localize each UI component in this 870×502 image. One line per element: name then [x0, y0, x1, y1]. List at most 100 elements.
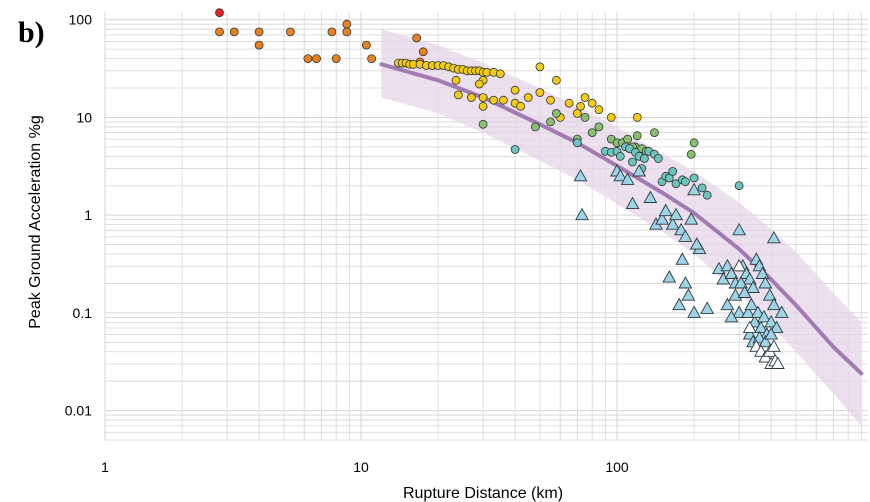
data-triangle-blue	[774, 305, 789, 318]
data-triangle-blue	[678, 229, 693, 242]
data-triangle-blue	[575, 207, 589, 221]
data-point-yellow	[478, 101, 488, 111]
data-triangle-blue	[769, 320, 784, 334]
x-tick-label: 1	[101, 459, 109, 475]
data-triangle-blue	[766, 297, 781, 311]
data-points	[215, 8, 789, 369]
data-triangle-blue	[632, 164, 647, 177]
data-triangle-blue	[732, 222, 747, 236]
data-point-green	[546, 117, 555, 127]
data-triangle-blue	[720, 258, 735, 272]
data-point-yellow	[466, 93, 476, 102]
data-triangle-blue	[687, 305, 701, 318]
data-point-yellow	[546, 95, 555, 105]
data-point-green	[689, 138, 699, 148]
data-triangle-blue	[737, 285, 752, 298]
data-point-orange	[254, 40, 264, 50]
data-point-orange	[215, 27, 224, 37]
uncertainty-band	[381, 29, 862, 426]
data-triangle-blue	[672, 297, 687, 311]
data-point-yellow	[510, 85, 520, 95]
data-point-yellow	[564, 98, 574, 108]
data-triangle-blue	[573, 168, 588, 182]
data-point-green	[587, 128, 597, 138]
data-point-yellow	[572, 109, 582, 118]
data-point-yellow	[489, 95, 499, 105]
data-triangle-blue	[750, 305, 765, 318]
data-point-teal	[689, 173, 699, 183]
y-tick-label: 0.01	[65, 403, 92, 419]
y-tick-label: 1	[84, 207, 92, 223]
data-point-orange	[285, 27, 295, 37]
data-point-red	[215, 8, 224, 18]
data-point-yellow	[523, 93, 533, 102]
data-point-green	[478, 119, 488, 129]
data-triangle-blue	[643, 190, 658, 203]
data-triangle-blue	[732, 305, 747, 318]
x-tick-label: 100	[605, 459, 629, 475]
data-point-orange	[361, 40, 371, 50]
data-point-yellow	[495, 69, 505, 79]
data-point-yellow	[587, 98, 597, 108]
data-triangle-blue	[700, 301, 715, 314]
y-tick-label: 100	[69, 12, 93, 28]
confidence-band	[381, 29, 862, 426]
data-triangle-blue	[724, 266, 739, 279]
data-point-green	[686, 149, 696, 159]
data-point-green	[650, 128, 659, 138]
data-triangle-blue	[764, 314, 779, 328]
data-point-orange	[303, 54, 313, 63]
data-point-orange	[254, 27, 264, 37]
data-triangle-white	[766, 339, 781, 352]
data-point-yellow	[478, 93, 488, 102]
data-triangle-blue	[754, 320, 768, 334]
data-triangle-blue	[620, 172, 635, 185]
data-triangle-blue	[720, 297, 735, 311]
data-point-yellow	[535, 88, 545, 97]
data-point-orange	[418, 47, 428, 57]
data-triangle-blue	[613, 168, 628, 182]
data-point-yellow	[474, 79, 484, 89]
data-triangle-white	[742, 320, 757, 334]
data-point-yellow	[535, 62, 545, 72]
data-point-orange	[327, 27, 337, 37]
data-point-orange	[342, 19, 352, 29]
data-triangle-blue	[684, 212, 699, 225]
data-triangle-blue	[675, 252, 690, 265]
data-triangle-blue	[669, 207, 683, 221]
data-point-teal	[671, 179, 681, 189]
x-axis-title: Rupture Distance (km)	[403, 485, 563, 502]
data-triangle-blue	[741, 305, 755, 318]
data-triangle-blue	[734, 276, 748, 289]
data-triangle-blue	[665, 217, 680, 230]
data-point-teal	[572, 138, 582, 148]
data-point-yellow	[498, 95, 508, 105]
data-triangle-blue	[766, 230, 781, 244]
data-triangle-blue	[678, 276, 693, 289]
y-tick-label: 0.1	[73, 305, 93, 321]
panel-label: b)	[18, 16, 45, 49]
data-point-green	[531, 122, 540, 132]
data-point-yellow	[451, 75, 461, 85]
data-point-yellow	[606, 113, 616, 122]
data-point-green	[623, 134, 632, 144]
y-tick-labels: 100 10 1 0.1 0.01	[65, 12, 92, 419]
data-point-yellow	[580, 93, 590, 102]
data-triangle-blue	[744, 297, 759, 311]
data-point-yellow	[516, 101, 525, 111]
data-triangle-blue	[755, 266, 770, 279]
data-point-teal	[510, 145, 520, 154]
data-point-orange	[367, 54, 377, 63]
data-point-teal	[681, 177, 690, 187]
data-triangle-blue	[724, 309, 739, 323]
data-triangle-blue	[757, 309, 771, 323]
data-point-teal	[628, 157, 637, 167]
data-triangle-blue	[689, 237, 704, 250]
data-triangle-white	[732, 258, 747, 272]
data-point-teal	[697, 183, 707, 193]
data-triangle-blue	[625, 196, 640, 210]
data-point-teal	[640, 154, 649, 163]
data-triangle-blue	[746, 280, 760, 293]
data-point-teal	[653, 154, 663, 163]
